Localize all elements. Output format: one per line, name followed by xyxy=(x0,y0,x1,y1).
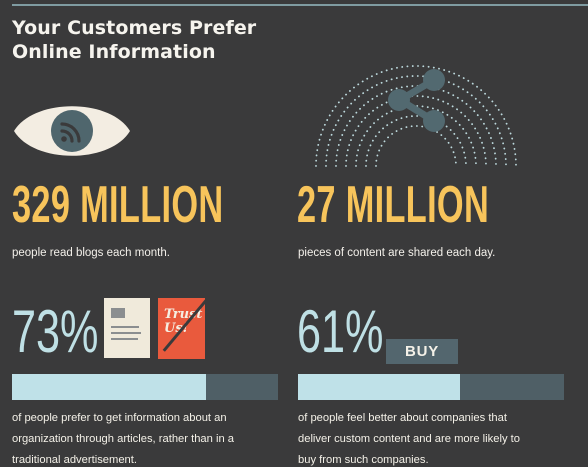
shared-content-stat: 27 MILLION xyxy=(297,176,490,234)
blog-readers-caption: people read blogs each month. xyxy=(12,247,170,259)
page-title: Your Customers Prefer Online Information xyxy=(12,16,292,64)
articles-progress-bar xyxy=(12,374,278,400)
rss-icon xyxy=(60,122,81,143)
title-line-2: Online Information xyxy=(12,41,216,63)
document-icon xyxy=(104,298,150,358)
articles-progress-fill xyxy=(12,374,207,400)
share-arcs-icon xyxy=(298,44,534,168)
custom-content-description: of people feel better about companies th… xyxy=(298,412,520,466)
title-line-1: Your Customers Prefer xyxy=(12,17,257,39)
custom-content-progress-bar xyxy=(298,374,564,400)
articles-description: of people prefer to get information abou… xyxy=(12,412,235,466)
eye-icon xyxy=(12,92,132,170)
articles-percentage: 73% xyxy=(12,298,99,365)
shared-content-caption: pieces of content are shared each day. xyxy=(298,247,496,259)
blog-readers-stat: 329 MILLION xyxy=(12,176,224,234)
buy-button[interactable]: BUY xyxy=(386,339,458,364)
custom-content-percentage: 61% xyxy=(297,298,384,365)
custom-content-progress-fill xyxy=(298,374,461,400)
share-icon xyxy=(388,69,445,132)
trust-card-icon: Trust Us! xyxy=(158,298,205,359)
top-divider xyxy=(12,4,588,6)
